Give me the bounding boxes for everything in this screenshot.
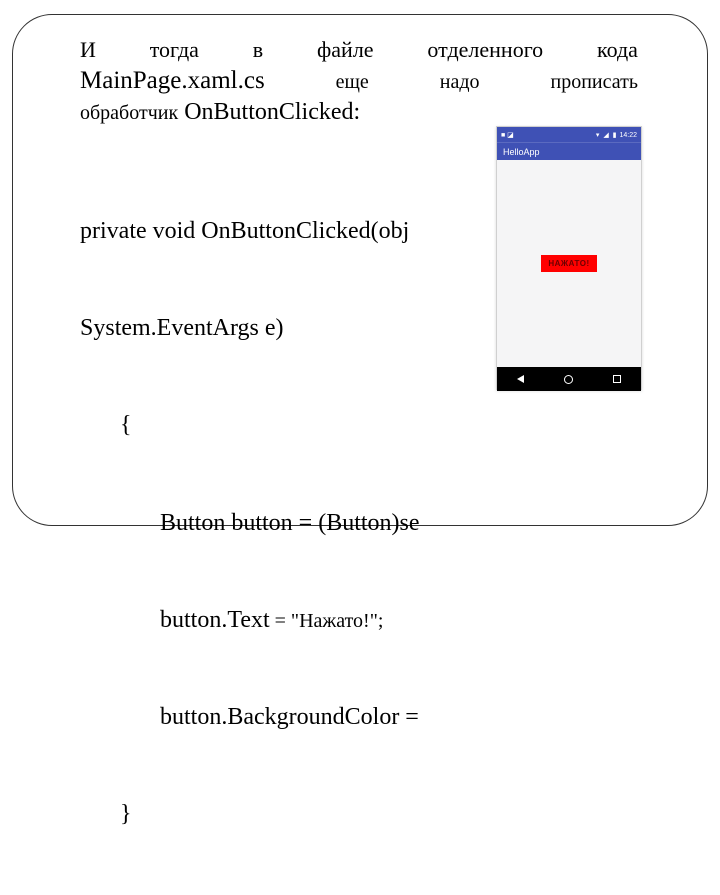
code-filename: MainPage.xaml.cs — [80, 65, 265, 98]
status-right-group: ▾ ◢ ▮ 14:22 — [596, 131, 637, 139]
status-icons: ▾ ◢ ▮ — [596, 132, 618, 139]
code-line: Button button = (Button)se — [80, 507, 638, 539]
intro-paragraph: И тогда в файле отделенного кода MainPag… — [80, 36, 638, 128]
intro-word: кода — [597, 36, 638, 65]
intro-word: файле — [317, 36, 374, 65]
status-left-icon: ■ ◪ — [501, 131, 514, 139]
phone-nav-bar — [497, 367, 641, 391]
intro-word: И — [80, 36, 96, 65]
code-eq: = — [270, 610, 291, 632]
code-string: "Нажато!"; — [291, 610, 384, 632]
status-time: 14:22 — [619, 132, 637, 139]
intro-line-3: обработчик OnButtonClicked: — [80, 97, 638, 128]
intro-line-2: MainPage.xaml.cs еще надо прописать — [80, 65, 638, 98]
code-close-brace: } — [80, 798, 638, 830]
code-text: button.Text — [160, 607, 270, 633]
intro-word: надо — [440, 69, 480, 95]
handler-name: OnButtonClicked: — [184, 97, 360, 128]
pressed-button[interactable]: НАЖАТО! — [541, 255, 596, 272]
nav-back-icon[interactable] — [517, 375, 524, 383]
intro-line-1: И тогда в файле отделенного кода — [80, 36, 638, 65]
app-title: HelloApp — [503, 147, 540, 157]
intro-word: тогда — [150, 36, 199, 65]
phone-app-bar: HelloApp — [497, 142, 641, 160]
intro-word: еще — [336, 69, 369, 95]
intro-word: в — [253, 36, 263, 65]
phone-mockup: ■ ◪ ▾ ◢ ▮ 14:22 HelloApp НАЖАТО! — [496, 126, 642, 390]
nav-home-icon[interactable] — [564, 375, 573, 384]
code-open-brace: { — [80, 409, 638, 441]
phone-status-bar: ■ ◪ ▾ ◢ ▮ 14:22 — [497, 127, 641, 142]
intro-word: прописать — [551, 69, 638, 95]
code-line: button.Text = "Нажато!"; — [80, 604, 638, 636]
phone-body: НАЖАТО! — [497, 160, 641, 367]
nav-recent-icon[interactable] — [613, 375, 621, 383]
intro-word: обработчик — [80, 100, 178, 126]
intro-word: отделенного — [427, 36, 543, 65]
code-line: button.BackgroundColor = — [80, 701, 638, 733]
